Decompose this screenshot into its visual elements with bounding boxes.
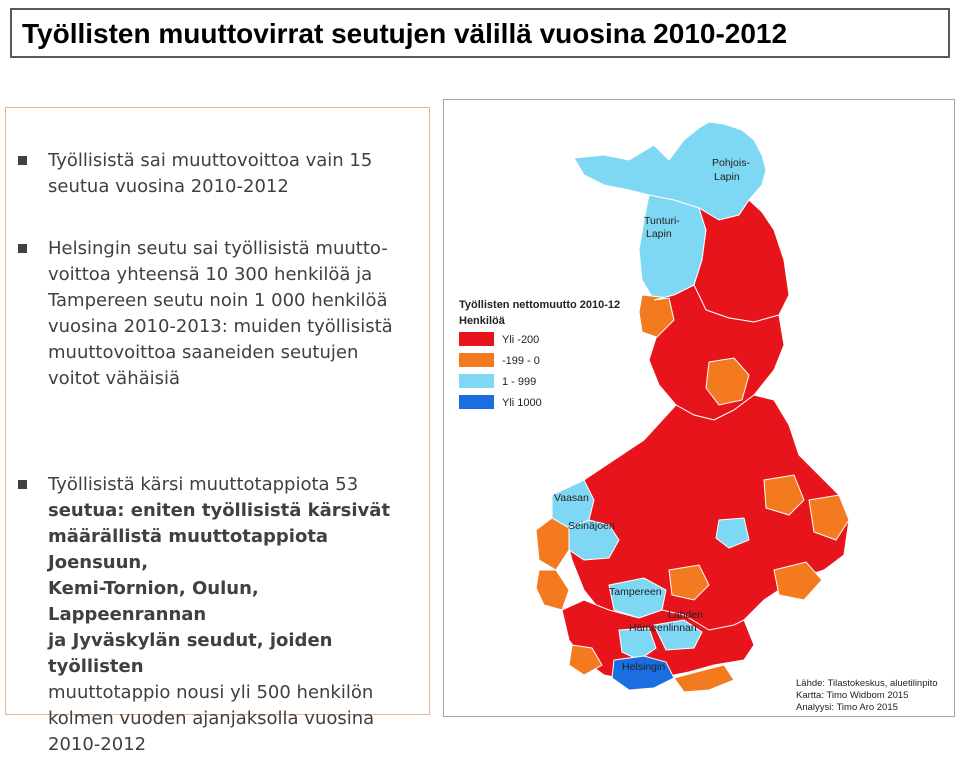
finland-map: Työllisten nettomuutto 2010-12 Henkilöä … [459, 121, 938, 713]
bullet-square-icon [18, 156, 27, 165]
bullet-point-1: Työllisistä sai muuttovoittoa vain 15 seu… [18, 148, 413, 200]
legend-label-3: 1 - 999 [502, 376, 536, 388]
region-hameenlinnan [618, 627, 657, 661]
region-seinajoen [568, 519, 620, 561]
title-box: Työllisten muuttovirrat seutujen välillä… [10, 8, 950, 58]
bullet-square-icon [18, 480, 27, 489]
label-pohjois-lapin-1: Pohjois- [712, 157, 750, 169]
legend-label-1: Yli -200 [502, 334, 539, 346]
legend-swatch-1 [459, 332, 494, 346]
label-hameenlinnan: Hämeenlinnan [629, 622, 697, 634]
bullet-text: Työllisistä sai muuttovoittoa vain 15 seu… [48, 150, 373, 197]
region-orange-coast-1 [535, 517, 570, 571]
label-lahden: Lahden [668, 609, 703, 621]
legend-swatch-2 [459, 353, 494, 367]
legend-swatch-4 [459, 395, 494, 409]
label-vaasan: Vaasan [554, 492, 589, 504]
label-helsingin: Helsingin [622, 661, 665, 673]
label-tunturi-lapin-2: Lapin [646, 228, 672, 240]
legend-label-4: Yli 1000 [502, 397, 542, 409]
region-ita-lappi [693, 199, 790, 323]
region-orange-east-1 [808, 494, 850, 541]
legend-swatch-3 [459, 374, 494, 388]
text-panel: Työllisistä sai muuttovoittoa vain 15 seu… [5, 107, 430, 755]
legend-label-2: -199 - 0 [502, 355, 540, 367]
source-line-1: Lähde: Tilastokeskus, aluetilinpito [796, 678, 938, 689]
bullet-text: Helsingin seutu sai työllisistä muutto-v… [48, 238, 393, 389]
region-pohjois-lapin [573, 121, 767, 221]
label-seinajoen: Seinäjoen [568, 520, 615, 532]
legend-unit: Henkilöä [459, 315, 506, 327]
region-blue-central [715, 517, 750, 549]
legend-title: Työllisten nettomuutto 2010-12 [459, 299, 620, 311]
bullet-text: Työllisistä kärsi muuttotappiota 53 seutu… [48, 474, 391, 755]
region-south [561, 599, 755, 681]
region-orange-east-2 [773, 561, 823, 601]
map-legend: Työllisten nettomuutto 2010-12 Henkilöä … [459, 299, 620, 409]
bullet-square-icon [18, 244, 27, 253]
map-frame: Työllisten nettomuutto 2010-12 Henkilöä … [443, 99, 955, 717]
region-orange-middle [705, 357, 750, 406]
region-orange-southwest [568, 644, 603, 676]
source-line-3: Analyysi: Timo Aro 2015 [796, 702, 898, 713]
label-pohjois-lapin-2: Lapin [714, 171, 740, 183]
bullet-point-2: Helsingin seutu sai työllisistä muutto-v… [18, 236, 413, 392]
label-tampereen: Tampereen [609, 586, 662, 598]
slide-title: Työllisten muuttovirrat seutujen välillä… [22, 18, 788, 49]
region-orange-central-1 [668, 564, 710, 601]
region-helsingin [611, 655, 675, 691]
region-orange-south [673, 664, 735, 693]
region-orange-central-2 [763, 474, 805, 516]
label-tunturi-lapin-1: Tunturi- [644, 215, 680, 227]
region-orange-coast-2 [535, 569, 570, 611]
bullet-point-3: Työllisistä kärsi muuttotappiota 53 seutu… [18, 472, 413, 758]
source-line-2: Kartta: Timo Widbom 2015 [796, 690, 908, 701]
region-lahden [653, 619, 703, 651]
